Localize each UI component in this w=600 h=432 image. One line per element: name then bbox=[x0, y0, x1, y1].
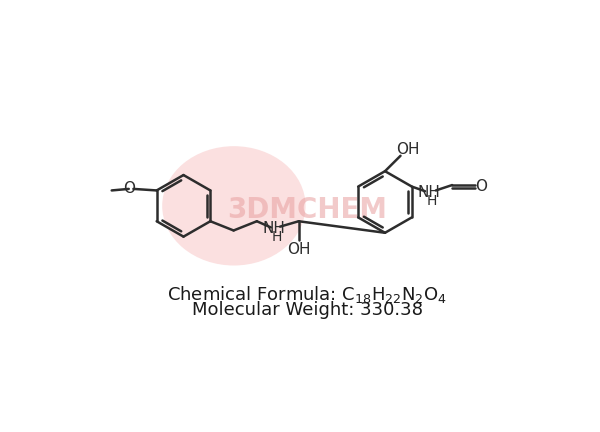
Text: Chemical Formula: $\mathregular{C_{18}H_{22}N_2O_4}$: Chemical Formula: $\mathregular{C_{18}H_… bbox=[167, 284, 448, 305]
Text: NH: NH bbox=[262, 222, 286, 236]
Text: OH: OH bbox=[287, 242, 310, 257]
Text: O: O bbox=[124, 181, 136, 196]
Ellipse shape bbox=[162, 146, 305, 266]
Text: O: O bbox=[476, 179, 488, 194]
Text: H: H bbox=[272, 230, 282, 245]
Text: OH: OH bbox=[397, 142, 420, 157]
Text: NH: NH bbox=[418, 185, 440, 200]
Text: Molecular Weight: 330.38: Molecular Weight: 330.38 bbox=[192, 301, 423, 319]
Text: H: H bbox=[427, 194, 437, 208]
Text: 3DMCHEM: 3DMCHEM bbox=[227, 196, 388, 224]
